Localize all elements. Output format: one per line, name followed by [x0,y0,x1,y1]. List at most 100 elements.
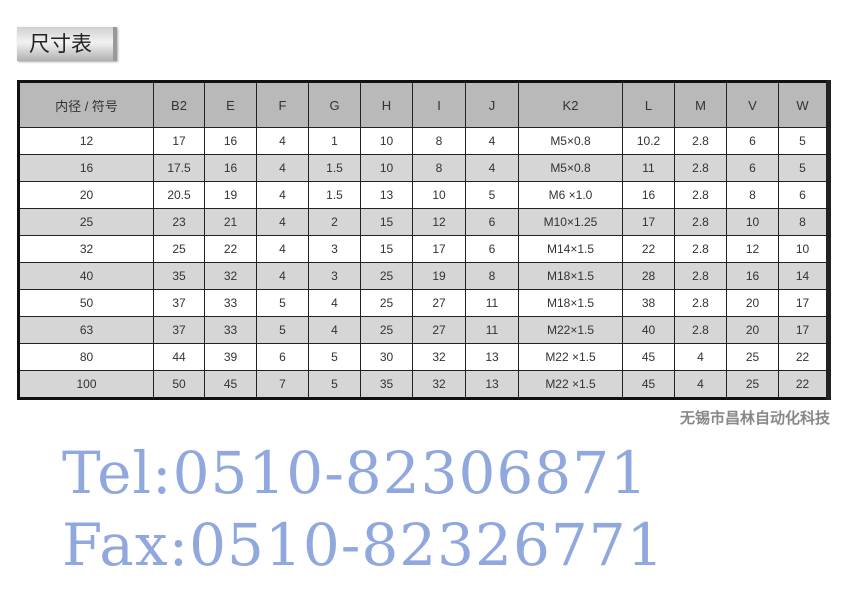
header-row: 内径 / 符号 B2 E F G H I J K2 L M V W [18,81,829,128]
table-cell: M22 ×1.5 [518,343,623,371]
column-header: F [256,81,309,128]
table-cell: 20 [726,316,779,344]
table-row: 80 44 39 6 5 30 32 13 M22 ×1.5 45 4 25 22 [18,343,829,371]
table-cell: 2.8 [674,289,727,317]
table-cell: 5 [778,127,829,155]
table-cell: 17 [153,127,205,155]
table-cell: 10 [778,235,829,263]
table-cell: 8 [778,208,829,236]
column-header: M [674,81,727,128]
table-cell: 11 [622,154,675,182]
table-cell: 13 [465,343,519,371]
table-cell: 22 [622,235,675,263]
table-row: 20 20.5 19 4 1.5 13 10 5 M6 ×1.0 16 2.8 8 6 [18,181,829,209]
table-cell: 11 [465,316,519,344]
column-header: G [308,81,361,128]
table-cell: 45 [622,343,675,371]
table-cell: 13 [360,181,413,209]
column-header: I [412,81,466,128]
table-cell: 4 [256,127,309,155]
table-cell: 8 [726,181,779,209]
table-cell: 10 [360,154,413,182]
table-cell: 4 [256,181,309,209]
table-cell: 22 [778,370,829,399]
column-header: W [778,81,829,128]
table-cell: 17 [412,235,466,263]
table-cell: 22 [204,235,257,263]
table-cell: 8 [412,154,466,182]
table-cell: M22 ×1.5 [518,370,623,399]
table-cell: 80 [18,343,154,371]
table-cell: 25 [18,208,154,236]
table-cell: 12 [412,208,466,236]
table-cell: 38 [622,289,675,317]
table-cell: 25 [726,370,779,399]
table-cell: 16 [18,154,154,182]
table-cell: 12 [18,127,154,155]
table-cell: 30 [360,343,413,371]
company-watermark: 无锡市昌林自动化科技 [679,409,830,427]
table-cell: 25 [360,262,413,290]
table-row: 63 37 33 5 4 25 27 11 M22×1.5 40 2.8 20 17 [18,316,829,344]
table-cell: 32 [18,235,154,263]
table-cell: 100 [18,370,154,399]
table-cell: 17 [622,208,675,236]
table-cell: M10×1.25 [518,208,623,236]
table-cell: 16 [726,262,779,290]
table-row: 25 23 21 4 2 15 12 6 M10×1.25 17 2.8 10 8 [18,208,829,236]
table-cell: M18×1.5 [518,262,623,290]
table-cell: M5×0.8 [518,127,623,155]
table-cell: 35 [360,370,413,399]
table-cell: 5 [308,343,361,371]
table-cell: M14×1.5 [518,235,623,263]
table-cell: 45 [622,370,675,399]
table-cell: 37 [153,316,205,344]
table-cell: 15 [360,235,413,263]
table-cell: 19 [412,262,466,290]
table-cell: 11 [465,289,519,317]
table-cell: 25 [726,343,779,371]
table-cell: 45 [204,370,257,399]
table-cell: 8 [412,127,466,155]
column-header: L [622,81,675,128]
table-cell: 17.5 [153,154,205,182]
table-cell: 15 [360,208,413,236]
table-cell: M22×1.5 [518,316,623,344]
table-cell: 27 [412,289,466,317]
table-row: 40 35 32 4 3 25 19 8 M18×1.5 28 2.8 16 14 [18,262,829,290]
table-cell: 32 [412,343,466,371]
table-cell: 6 [465,208,519,236]
table-cell: 6 [778,181,829,209]
table-cell: 33 [204,316,257,344]
table-cell: 25 [360,316,413,344]
watermark-tel: Tel:0510-82306871 [62,439,649,507]
table-cell: 8 [465,262,519,290]
table-cell: 5 [256,289,309,317]
table-cell: 2.8 [674,154,727,182]
table-cell: 1 [308,127,361,155]
table-cell: 4 [256,262,309,290]
table-cell: 16 [204,154,257,182]
table-cell: 63 [18,316,154,344]
table-cell: 17 [778,316,829,344]
table-cell: 27 [412,316,466,344]
table-cell: M18×1.5 [518,289,623,317]
table-cell: 4 [674,343,727,371]
table-cell: 4 [256,208,309,236]
table-cell: 2.8 [674,316,727,344]
table-cell: 2.8 [674,127,727,155]
table-cell: 20.5 [153,181,205,209]
table-cell: 1.5 [308,154,361,182]
table-cell: 4 [256,235,309,263]
table-cell: 23 [153,208,205,236]
table-cell: 4 [674,370,727,399]
column-header: E [204,81,257,128]
table-cell: 4 [465,127,519,155]
table-cell: 16 [622,181,675,209]
table-cell: M5×0.8 [518,154,623,182]
table-cell: 14 [778,262,829,290]
column-header: 内径 / 符号 [18,81,154,128]
table-cell: 19 [204,181,257,209]
table-cell: 20 [726,289,779,317]
table-cell: 2.8 [674,181,727,209]
